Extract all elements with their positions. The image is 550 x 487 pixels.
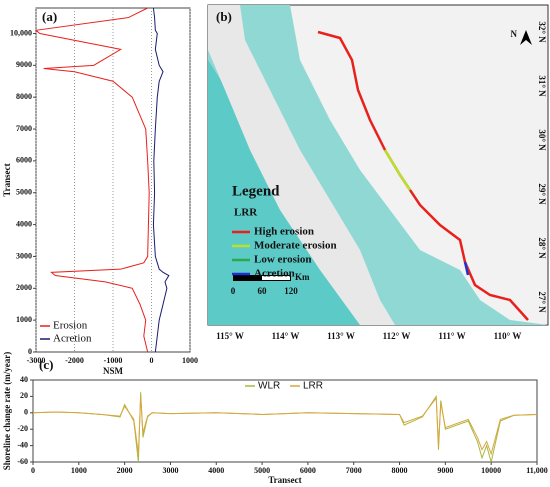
x-tick-label: 8000 (16, 92, 32, 101)
y-tick-label: -40 (17, 440, 28, 449)
x-tick-label: 0 (28, 347, 32, 356)
coastline (463, 261, 470, 276)
x-tick-label: 4000 (208, 466, 224, 475)
y-tick-label: -3000 (27, 356, 46, 365)
x-tick-label: 3000 (162, 466, 178, 475)
legend-label: WLR (258, 381, 280, 392)
x-tick-label: 2000 (16, 283, 32, 292)
scale-label: 60 (258, 286, 268, 296)
y-tick-label: 0 (24, 408, 28, 417)
longitude-label: 113° W (327, 331, 355, 341)
x-tick-label: 6000 (300, 466, 316, 475)
latitude-label: 28° N (537, 237, 547, 259)
x-tick-label: 4000 (16, 219, 32, 228)
series-line (32, 392, 538, 463)
y-tick-label: -60 (17, 457, 28, 466)
latitude-label: 27° N (537, 291, 547, 313)
scale-unit: Km (295, 272, 310, 282)
peninsula (208, 5, 395, 325)
legend-label: High erosion (254, 226, 314, 238)
series-line (32, 396, 538, 456)
x-tick-label: 10000 (481, 466, 501, 475)
latitude-label: 31° N (537, 75, 547, 97)
legend-subtitle: LRR (234, 207, 258, 219)
longitude-label: 112° W (383, 331, 411, 341)
x-tick-label: 11,000 (526, 466, 548, 475)
longitude-label: 111° W (438, 331, 465, 341)
legend-label: LRR (303, 381, 323, 392)
y-tick-label: 1000 (182, 356, 198, 365)
y-axis-title: NSM (103, 366, 124, 376)
x-tick-label: 5000 (16, 188, 32, 197)
x-tick-label: 2000 (117, 466, 133, 475)
y-tick-label: 40 (20, 375, 28, 384)
x-tick-label: 10,000 (10, 28, 32, 37)
x-tick-label: 5000 (254, 466, 270, 475)
x-tick-label: 8000 (392, 466, 408, 475)
latitude-label: 29° N (537, 183, 547, 205)
y-tick-label: -1000 (104, 356, 123, 365)
north-label: N (511, 29, 518, 39)
x-tick-label: 7000 (346, 466, 362, 475)
legend-label: Acretion (254, 268, 295, 280)
x-tick-label: 9000 (437, 466, 453, 475)
panel-label: (b) (216, 9, 232, 24)
latitude-label: 32° N (537, 21, 547, 43)
scale-label: 120 (284, 286, 298, 296)
scale-label: 0 (231, 286, 236, 296)
x-tick-label: 9000 (16, 60, 32, 69)
legend-label: Low erosion (254, 254, 312, 266)
plot-frame (32, 379, 538, 463)
y-tick-label: 20 (20, 391, 28, 400)
north-arrow (520, 30, 532, 45)
legend-label: Acretion (53, 333, 92, 345)
series-line (34, 7, 150, 353)
x-tick-label: 1000 (16, 315, 32, 324)
longitude-label: 110° W (494, 331, 522, 341)
x-tick-label: 0 (31, 466, 35, 475)
x-axis-title: Transect (268, 475, 301, 485)
scale-bar (262, 276, 290, 280)
x-tick-label: 1000 (71, 466, 87, 475)
panel-label: (c) (39, 357, 53, 372)
y-tick-label: -2000 (65, 356, 84, 365)
y-axis-title: Shoreline change rate (m/year) (2, 352, 12, 471)
latitude-label: 30° N (537, 129, 547, 151)
coastline (383, 149, 412, 191)
longitude-label: 114° W (272, 331, 300, 341)
x-tick-label: 3000 (16, 251, 32, 260)
coastline (317, 30, 529, 321)
x-tick-label: 6000 (16, 156, 32, 165)
legend-label: Erosion (53, 320, 88, 332)
y-tick-label: 0 (150, 356, 154, 365)
legend-title: Legend (232, 183, 280, 199)
series-line (152, 7, 170, 353)
longitude-label: 115° W (216, 331, 244, 341)
x-axis-title: Transect (2, 163, 12, 196)
y-tick-label: -20 (17, 424, 28, 433)
x-tick-label: 7000 (16, 124, 32, 133)
legend-label: Moderate erosion (254, 240, 337, 252)
panel-label: (a) (42, 9, 57, 24)
